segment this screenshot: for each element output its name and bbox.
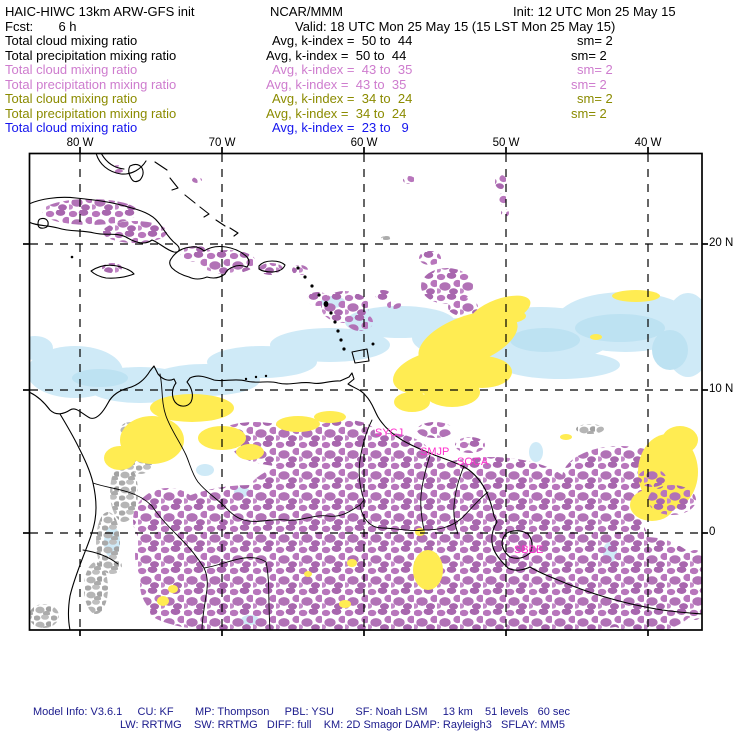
header-line-fcst: Fcst: 6 h Valid: 18 UTC Mon 25 May 15 (1… — [0, 20, 740, 34]
coast-pacific — [59, 413, 97, 630]
axis-ticks — [23, 147, 708, 636]
k-index-range: Avg, k-index = 43 to 35 — [266, 77, 407, 92]
precip-stipple-purple-accent — [638, 469, 696, 515]
field-label: Total precipitation mixing ratio — [5, 77, 177, 92]
legend-line-black-cloud: Total cloud mixing ratio Avg, k-index = … — [0, 34, 740, 48]
model-info-line2: LW: RRTMG SW: RRTMG DIFF: full KM: 2D Sm… — [120, 719, 565, 731]
country-borders — [82, 373, 489, 630]
lesser-antilles — [70, 255, 375, 381]
fcst-hour: Fcst: 6 h — [5, 19, 77, 34]
coast-jamaica — [90, 264, 135, 279]
coast-florida — [95, 154, 147, 175]
lat-label-10n: 10 N — [709, 383, 734, 395]
lon-label-50w: 50 W — [492, 137, 520, 149]
valid-time: Valid: 18 UTC Mon 25 May 15 (15 LST Mon … — [295, 19, 616, 34]
k-index-range: Avg, k-index = 34 to 24 — [272, 91, 413, 106]
field-label: Total precipitation mixing ratio — [5, 106, 177, 121]
coast-puerto-rico — [258, 260, 286, 273]
lon-label-60w: 60 W — [350, 137, 378, 149]
legend-line-olive-precip: Total precipitation mixing ratio Avg, k-… — [0, 107, 740, 121]
k-index-range: Avg, k-index = 50 to 44 — [266, 48, 407, 63]
coastlines — [30, 154, 702, 630]
precip-stipple-purple — [42, 165, 702, 630]
map-frame — [23, 147, 708, 636]
legend-line-black-precip: Total precipitation mixing ratio Avg, k-… — [0, 49, 740, 63]
lat-label-20n: 20 N — [709, 237, 734, 249]
field-label: Total cloud mixing ratio — [5, 91, 138, 106]
smooth-label: sm= 2 — [577, 33, 613, 48]
lon-label-40w: 40 W — [634, 137, 662, 149]
station-label-smjp: SMJP — [420, 446, 450, 458]
smooth-label: sm= 2 — [571, 106, 607, 121]
model-info-line1: Model Info: V3.6.1 CU: KF MP: Thompson P… — [33, 706, 570, 718]
lon-label-80w: 80 W — [66, 137, 94, 149]
k-index-range: Avg, k-index = 34 to 24 — [266, 106, 407, 121]
smooth-label: sm= 2 — [577, 62, 613, 77]
k-index-range: Avg, k-index = 50 to 44 — [272, 33, 413, 48]
field-label: Total cloud mixing ratio — [5, 33, 138, 48]
coast-isla-juventud — [37, 217, 49, 229]
org-label: NCAR/MMM — [270, 4, 343, 19]
plot-title: HAIC-HIWC 13km ARW-GFS init — [5, 4, 195, 19]
coast-trinidad — [351, 348, 370, 364]
lat-label-0: 0 — [709, 526, 716, 538]
legend-line-olive-cloud: Total cloud mixing ratio Avg, k-index = … — [0, 92, 740, 106]
smooth-label: sm= 2 — [571, 77, 607, 92]
coast-bahamas — [128, 161, 239, 237]
smooth-label: sm= 2 — [577, 91, 613, 106]
init-time: Init: 12 UTC Mon 25 May 15 — [513, 4, 676, 19]
field-label: Total cloud mixing ratio — [5, 62, 138, 77]
k-index-range: Avg, k-index = 23 to 9 — [272, 120, 409, 135]
station-label-sbbe: SBBE — [514, 544, 544, 556]
coast-south-america-north — [30, 365, 702, 615]
header-line-title: HAIC-HIWC 13km ARW-GFS init NCAR/MMM Ini… — [0, 5, 740, 19]
lon-label-70w: 70 W — [208, 137, 236, 149]
field-label: Total cloud mixing ratio — [5, 120, 138, 135]
k-index-range: Avg, k-index = 43 to 35 — [272, 62, 413, 77]
smooth-label: sm= 2 — [571, 48, 607, 63]
station-label-sycj: SYCJ — [375, 427, 404, 439]
coast-hispaniola — [169, 245, 250, 280]
field-label: Total precipitation mixing ratio — [5, 48, 177, 63]
latlon-grid — [30, 154, 702, 630]
station-label-soca: SOCA — [457, 456, 489, 468]
legend-line-blue-cloud: Total cloud mixing ratio Avg, k-index = … — [0, 121, 740, 135]
legend-line-magenta-precip: Total precipitation mixing ratio Avg, k-… — [0, 78, 740, 92]
legend-line-magenta-cloud: Total cloud mixing ratio Avg, k-index = … — [0, 63, 740, 77]
